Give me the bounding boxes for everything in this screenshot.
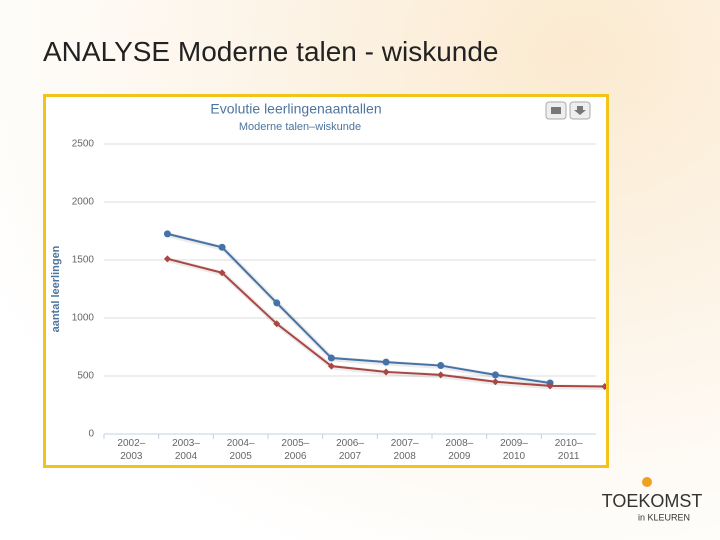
x-tick-label-line: 2010 [503, 451, 526, 462]
point [163, 255, 171, 263]
chart-title: Evolutie leerlingenaantallen [210, 101, 381, 117]
logo-tagline: in KLEUREN [638, 512, 690, 522]
point [546, 382, 554, 390]
x-tick-label-line: 2004 [175, 451, 198, 462]
point [273, 320, 281, 328]
x-tick-label: 2010– 2011 [555, 438, 583, 462]
x-tick-label: 2008– 2009 [445, 438, 473, 462]
x-tick-label-line: 2009 [448, 451, 471, 462]
point [163, 230, 171, 238]
logo-figure [642, 477, 652, 487]
chart-subtitle: Moderne talen–wiskunde [239, 121, 361, 133]
point [437, 371, 445, 379]
y-tick-label: 2500 [72, 139, 95, 150]
x-tick-label: 2007– 2008 [391, 438, 419, 462]
chart-frame: Evolutie leerlingenaantallen Moderne tal… [43, 94, 609, 468]
x-tick-label-line: 2007– [391, 438, 419, 449]
x-tick-label-line: 2009– [500, 438, 528, 449]
point [273, 299, 281, 307]
point [437, 362, 445, 370]
point [218, 243, 226, 251]
x-tick-label-line: 2008– [445, 438, 473, 449]
logo: TOEKOMST in KLEUREN [602, 477, 703, 522]
x-tick-label: 2004– 2005 [227, 438, 255, 462]
series-shadow [167, 257, 606, 390]
x-tick-label-line: 2004– [227, 438, 255, 449]
x-tick-label-line: 2006– [336, 438, 364, 449]
x-tick-label-line: 2010– [555, 438, 583, 449]
y-tick-label: 2000 [72, 197, 95, 208]
point [382, 358, 390, 366]
x-tick-label: 2009– 2010 [500, 438, 528, 462]
point [327, 354, 335, 362]
y-axis-label: aantal leerlingen [50, 245, 62, 332]
series-line [167, 257, 605, 388]
point [382, 368, 390, 376]
x-tick-label: 2003– 2004 [172, 438, 200, 462]
y-tick-label: 500 [77, 371, 94, 382]
x-tick-label-line: 2008 [394, 451, 417, 462]
y-tick-label: 1000 [72, 313, 95, 324]
download-icon [574, 106, 586, 115]
point [491, 371, 499, 379]
point [491, 378, 499, 386]
series-shadow [167, 232, 552, 387]
x-tick-label-line: 2003– [172, 438, 200, 449]
x-tick-label-line: 2006 [284, 451, 307, 462]
y-tick-label: 1500 [72, 255, 95, 266]
x-tick-label-line: 2007 [339, 451, 362, 462]
x-tick-label-line: 2003 [120, 451, 143, 462]
x-tick-label-line: 2005 [230, 451, 253, 462]
point [327, 362, 335, 370]
x-tick-label: 2006– 2007 [336, 438, 364, 462]
x-tick-label: 2002– 2003 [117, 438, 145, 462]
x-tick-label: 2005– 2006 [281, 438, 309, 462]
x-tick-label-line: 2011 [558, 451, 580, 462]
y-tick-label: 0 [88, 429, 94, 440]
series-line [167, 232, 551, 384]
x-tick-label-line: 2002– [117, 438, 145, 449]
chart: Evolutie leerlingenaantallen Moderne tal… [50, 101, 609, 462]
export-buttons[interactable] [545, 101, 591, 120]
logo-brand: TOEKOMST [602, 491, 703, 511]
x-tick-label-line: 2005– [281, 438, 309, 449]
point [218, 269, 226, 277]
slide-title: ANALYSE Moderne talen - wiskunde [43, 36, 499, 67]
print-icon [551, 107, 561, 114]
